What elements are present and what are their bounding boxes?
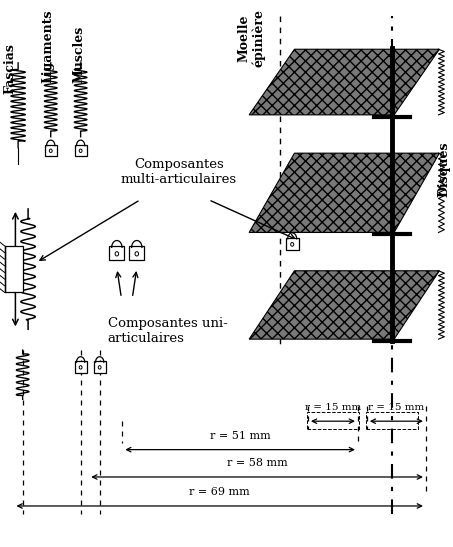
Text: r = 58 mm: r = 58 mm (226, 458, 288, 468)
Text: Composantes
multi-articulaires: Composantes multi-articulaires (121, 158, 237, 186)
Bar (366, 412, 418, 429)
Text: Disques: Disques (438, 142, 450, 197)
Text: Fascias: Fascias (4, 43, 16, 94)
Text: Ligaments: Ligaments (41, 10, 54, 83)
Polygon shape (249, 153, 439, 232)
Circle shape (79, 366, 82, 369)
Text: r = 51 mm: r = 51 mm (210, 431, 270, 441)
Circle shape (135, 252, 139, 256)
Text: Moelle
épinière: Moelle épinière (237, 9, 266, 67)
Circle shape (49, 149, 52, 153)
Bar (75, 145, 87, 156)
Text: Composantes uni-
articulaires: Composantes uni- articulaires (108, 317, 227, 345)
Bar (75, 362, 87, 373)
Text: r = 69 mm: r = 69 mm (189, 487, 250, 497)
Bar (286, 238, 299, 250)
Circle shape (291, 242, 294, 246)
Bar (5, 246, 23, 292)
Bar (110, 247, 124, 260)
Text: r = 15 mm: r = 15 mm (368, 404, 424, 412)
Circle shape (98, 366, 101, 369)
Circle shape (79, 149, 82, 153)
Bar (307, 412, 359, 429)
Bar (45, 145, 57, 156)
Text: Muscles: Muscles (73, 26, 86, 83)
Bar (94, 362, 106, 373)
Circle shape (115, 252, 119, 256)
Polygon shape (249, 271, 439, 339)
Bar (130, 247, 144, 260)
Polygon shape (249, 49, 439, 115)
Text: r = 15 mm: r = 15 mm (305, 404, 361, 412)
